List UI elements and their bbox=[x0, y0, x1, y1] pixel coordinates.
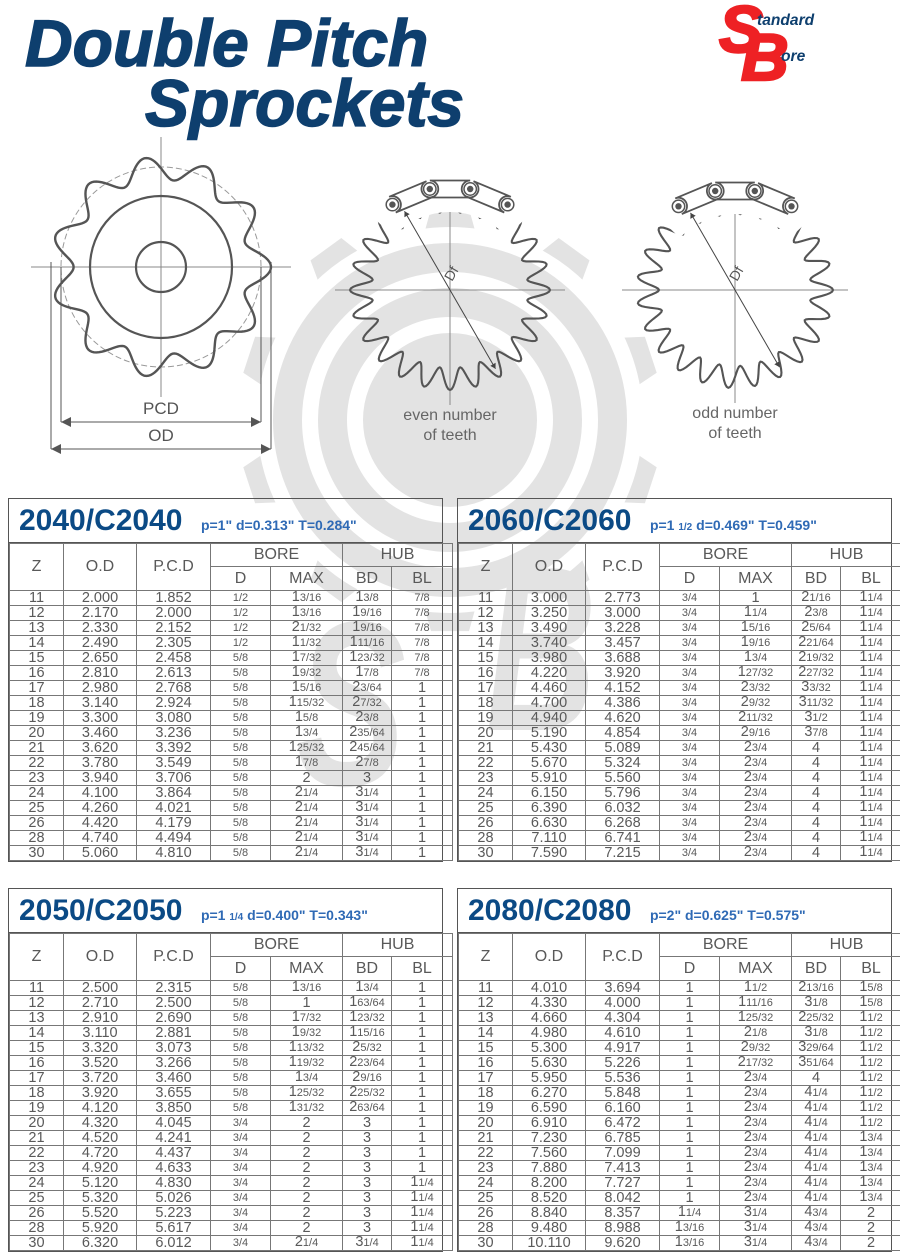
svg-text:even number: even number bbox=[403, 407, 497, 424]
svg-text:PCD: PCD bbox=[143, 399, 179, 418]
svg-text:Df: Df bbox=[726, 263, 747, 283]
svg-text:OD: OD bbox=[148, 426, 174, 445]
svg-text:of teeth: of teeth bbox=[708, 425, 761, 442]
svg-text:of teeth: of teeth bbox=[423, 427, 476, 444]
svg-text:Df: Df bbox=[441, 263, 462, 283]
svg-text:odd number: odd number bbox=[692, 405, 778, 422]
